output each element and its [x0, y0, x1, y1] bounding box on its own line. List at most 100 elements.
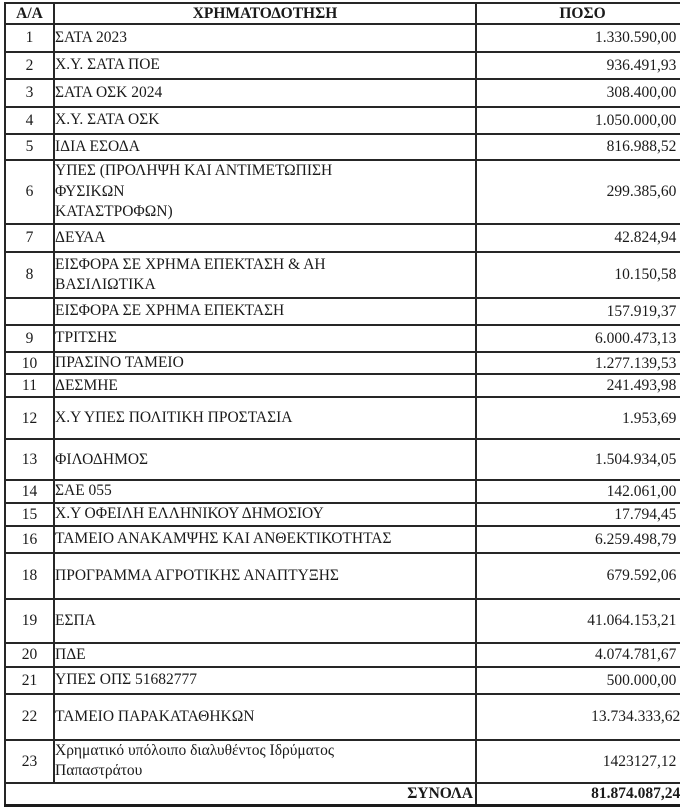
row-number-cell: 8	[4, 251, 55, 299]
totals-label-cell: ΣΥΝΟΛΑ	[4, 781, 477, 807]
amount-cell: 308.400,00 €	[475, 78, 680, 108]
table-row: 23 Χρηματικό υπόλοιπο διαλυθέντος Ιδρύματ…	[4, 738, 680, 784]
header-cell-funding: ΧΡΗΜΑΤΟΔΟΤΗΣΗ	[53, 2, 477, 25]
funding-label-cell: ΔΕΣΜΗΕ	[53, 373, 477, 399]
amount-cell: 42.824,94 €	[475, 223, 680, 253]
document-page: Α/Α ΧΡΗΜΑΤΟΔΟΤΗΣΗ ΠΟΣΟ 1 ΣΑΤΑ 2023 1.330.5…	[4, 2, 680, 807]
table-header-row: Α/Α ΧΡΗΜΑΤΟΔΟΤΗΣΗ ΠΟΣΟ	[4, 2, 680, 25]
table-row: 5 ΙΔΙΑ ΕΣΟΔΑ 816.988,52 €	[4, 133, 680, 161]
table-row: 13 ΦΙΛΟΔΗΜΟΣ 1.504.934,05 €	[4, 438, 680, 482]
row-number-cell: 3	[4, 78, 55, 108]
funding-label-cell: ΤΑΜΕΙΟ ΠΑΡΑΚΑΤΑΘΗΚΩΝ	[53, 692, 477, 741]
row-number-cell: 14	[4, 479, 55, 504]
row-number-cell: 11	[4, 373, 55, 399]
funding-label-cell: ΤΡΙΤΣΗΣ	[53, 324, 477, 353]
funding-label-cell: ΕΙΣΦΟΡΑ ΣΕ ΧΡΗΜΑ ΕΠΕΚΤΑΣΗ & ΑΗ ΒΑΣΙΛΙΩΤΙ…	[53, 251, 477, 299]
amount-cell: 13.734.333,62€	[475, 692, 680, 741]
table-row: 9 ΤΡΙΤΣΗΣ 6.000.473,13 €	[4, 324, 680, 353]
funding-label-cell: ΦΙΛΟΔΗΜΟΣ	[53, 438, 477, 482]
funding-label-cell: ΣΑΕ 055	[53, 479, 477, 504]
amount-cell: 936.491,93 €	[475, 51, 680, 80]
row-number-cell: 10	[4, 350, 55, 376]
table-row: 20 ΠΔΕ 4.074.781,67 €	[4, 641, 680, 668]
amount-cell: 142.061,00 €	[475, 479, 680, 504]
table-row: 2 Χ.Υ. ΣΑΤΑ ΠΟΕ 936.491,93 €	[4, 51, 680, 80]
row-number-cell: 1	[4, 23, 55, 53]
funding-label-cell: Χ.Υ ΟΦΕΙΛΗ ΕΛΛΗΝΙΚΟΥ ΔΗΜΟΣΙΟΥ	[53, 501, 477, 527]
row-number-cell: 23	[4, 738, 55, 784]
row-number-cell: 15	[4, 501, 55, 527]
amount-cell: 1.330.590,00 €	[475, 23, 680, 53]
amount-cell: 4.074.781,67 €	[475, 641, 680, 668]
table-row: 8 ΕΙΣΦΟΡΑ ΣΕ ΧΡΗΜΑ ΕΠΕΚΤΑΣΗ & ΑΗ ΒΑΣΙΛΙΩΤ…	[4, 251, 680, 299]
amount-cell: 1.504.934,05 €	[475, 438, 680, 482]
row-number-cell: 21	[4, 665, 55, 695]
amount-cell: 1.277.139,53 €	[475, 350, 680, 376]
funding-label-cell: ΤΑΜΕΙΟ ΑΝΑΚΑΜΨΗΣ ΚΑΙ ΑΝΘΕΚΤΙΚΟΤΗΤΑΣ	[53, 524, 477, 554]
funding-label-cell: Χρηματικό υπόλοιπο διαλυθέντος Ιδρύματος…	[53, 738, 477, 784]
funding-label-cell: Χ.Υ. ΣΑΤΑ ΠΟΕ	[53, 51, 477, 80]
row-number-cell: 12	[4, 396, 55, 441]
row-number-cell: 22	[4, 692, 55, 741]
row-number-cell: 20	[4, 641, 55, 668]
row-number-cell: 13	[4, 438, 55, 482]
funding-label-cell: ΙΔΙΑ ΕΣΟΔΑ	[53, 133, 477, 161]
totals-row: ΣΥΝΟΛΑ 81.874.087,24€	[4, 781, 680, 807]
table-row: 3 ΣΑΤΑ ΟΣΚ 2024 308.400,00 €	[4, 78, 680, 108]
row-number-cell: 16	[4, 524, 55, 554]
amount-cell: 1423127,12 €	[475, 738, 680, 784]
row-number-cell	[4, 297, 55, 326]
funding-label-cell: ΣΑΤΑ ΟΣΚ 2024	[53, 78, 477, 108]
row-number-cell: 2	[4, 51, 55, 80]
table-row: 11 ΔΕΣΜΗΕ 241.493,98 €	[4, 373, 680, 399]
amount-cell: 679.592,06 €	[475, 551, 680, 600]
table-row: 6 ΥΠΕΣ (ΠΡΟΛΗΨΗ ΚΑΙ ΑΝΤΙΜΕΤΩΠΙΣΗ ΦΥΣΙΚΩΝ …	[4, 159, 680, 225]
amount-cell: 6.259.498,79 €	[475, 524, 680, 554]
amount-cell: 241.493,98 €	[475, 373, 680, 399]
funding-label-cell: ΥΠΕΣ ΟΠΣ 51682777	[53, 665, 477, 695]
funding-label-cell: Χ.Υ ΥΠΕΣ ΠΟΛΙΤΙΚΗ ΠΡΟΣΤΑΣΙΑ	[53, 396, 477, 441]
funding-label-cell: ΠΡΟΓΡΑΜΜΑ ΑΓΡΟΤΙΚΗΣ ΑΝΑΠΤΥΞΗΣ	[53, 551, 477, 600]
table-row: 22 ΤΑΜΕΙΟ ΠΑΡΑΚΑΤΑΘΗΚΩΝ 13.734.333,62€	[4, 692, 680, 741]
amount-cell: 500.000,00 €	[475, 665, 680, 695]
row-number-cell: 18	[4, 551, 55, 600]
funding-table: Α/Α ΧΡΗΜΑΤΟΔΟΤΗΣΗ ΠΟΣΟ 1 ΣΑΤΑ 2023 1.330.5…	[4, 2, 680, 807]
amount-cell: 299.385,60 €	[475, 159, 680, 225]
row-number-cell: 9	[4, 324, 55, 353]
row-number-cell: 5	[4, 133, 55, 161]
amount-cell: 1.953,69 €	[475, 396, 680, 441]
table-row: 14 ΣΑΕ 055 142.061,00 €	[4, 479, 680, 504]
funding-label-cell: Χ.Υ. ΣΑΤΑ ΟΣΚ	[53, 106, 477, 135]
amount-cell: 6.000.473,13 €	[475, 324, 680, 353]
totals-amount-cell: 81.874.087,24€	[475, 781, 680, 807]
funding-label-cell: ΕΣΠΑ	[53, 597, 477, 644]
row-number-cell: 19	[4, 597, 55, 644]
table-row: 21 ΥΠΕΣ ΟΠΣ 51682777 500.000,00 €	[4, 665, 680, 695]
amount-cell: 157.919,37 €	[475, 297, 680, 326]
header-cell-num: Α/Α	[4, 2, 55, 25]
funding-table-body: 1 ΣΑΤΑ 2023 1.330.590,00 €2 Χ.Υ. ΣΑΤΑ ΠΟΕ 93…	[4, 23, 680, 784]
row-number-cell: 4	[4, 106, 55, 135]
header-cell-amount: ΠΟΣΟ	[475, 2, 680, 25]
funding-label-cell: ΠΡΑΣΙΝΟ ΤΑΜΕΙΟ	[53, 350, 477, 376]
table-row: 15 Χ.Υ ΟΦΕΙΛΗ ΕΛΛΗΝΙΚΟΥ ΔΗΜΟΣΙΟΥ 17.794,45…	[4, 501, 680, 527]
funding-label-cell: ΠΔΕ	[53, 641, 477, 668]
table-row: 18 ΠΡΟΓΡΑΜΜΑ ΑΓΡΟΤΙΚΗΣ ΑΝΑΠΤΥΞΗΣ 679.592,0…	[4, 551, 680, 600]
table-row: 10 ΠΡΑΣΙΝΟ ΤΑΜΕΙΟ 1.277.139,53 €	[4, 350, 680, 376]
table-row: 16 ΤΑΜΕΙΟ ΑΝΑΚΑΜΨΗΣ ΚΑΙ ΑΝΘΕΚΤΙΚΟΤΗΤΑΣ 6.2…	[4, 524, 680, 554]
table-row: ΕΙΣΦΟΡΑ ΣΕ ΧΡΗΜΑ ΕΠΕΚΤΑΣΗ 157.919,37 €	[4, 297, 680, 326]
amount-cell: 17.794,45 €	[475, 501, 680, 527]
amount-cell: 10.150,58 €	[475, 251, 680, 299]
amount-cell: 41.064.153,21 €	[475, 597, 680, 644]
row-number-cell: 7	[4, 223, 55, 253]
row-number-cell: 6	[4, 159, 55, 225]
amount-cell: 816.988,52 €	[475, 133, 680, 161]
table-row: 4 Χ.Υ. ΣΑΤΑ ΟΣΚ 1.050.000,00 €	[4, 106, 680, 135]
funding-label-cell: ΔΕΥΑΑ	[53, 223, 477, 253]
funding-label-cell: ΕΙΣΦΟΡΑ ΣΕ ΧΡΗΜΑ ΕΠΕΚΤΑΣΗ	[53, 297, 477, 326]
table-row: 19 ΕΣΠΑ 41.064.153,21 €	[4, 597, 680, 644]
amount-cell: 1.050.000,00 €	[475, 106, 680, 135]
funding-label-cell: ΥΠΕΣ (ΠΡΟΛΗΨΗ ΚΑΙ ΑΝΤΙΜΕΤΩΠΙΣΗ ΦΥΣΙΚΩΝ Κ…	[53, 159, 477, 225]
